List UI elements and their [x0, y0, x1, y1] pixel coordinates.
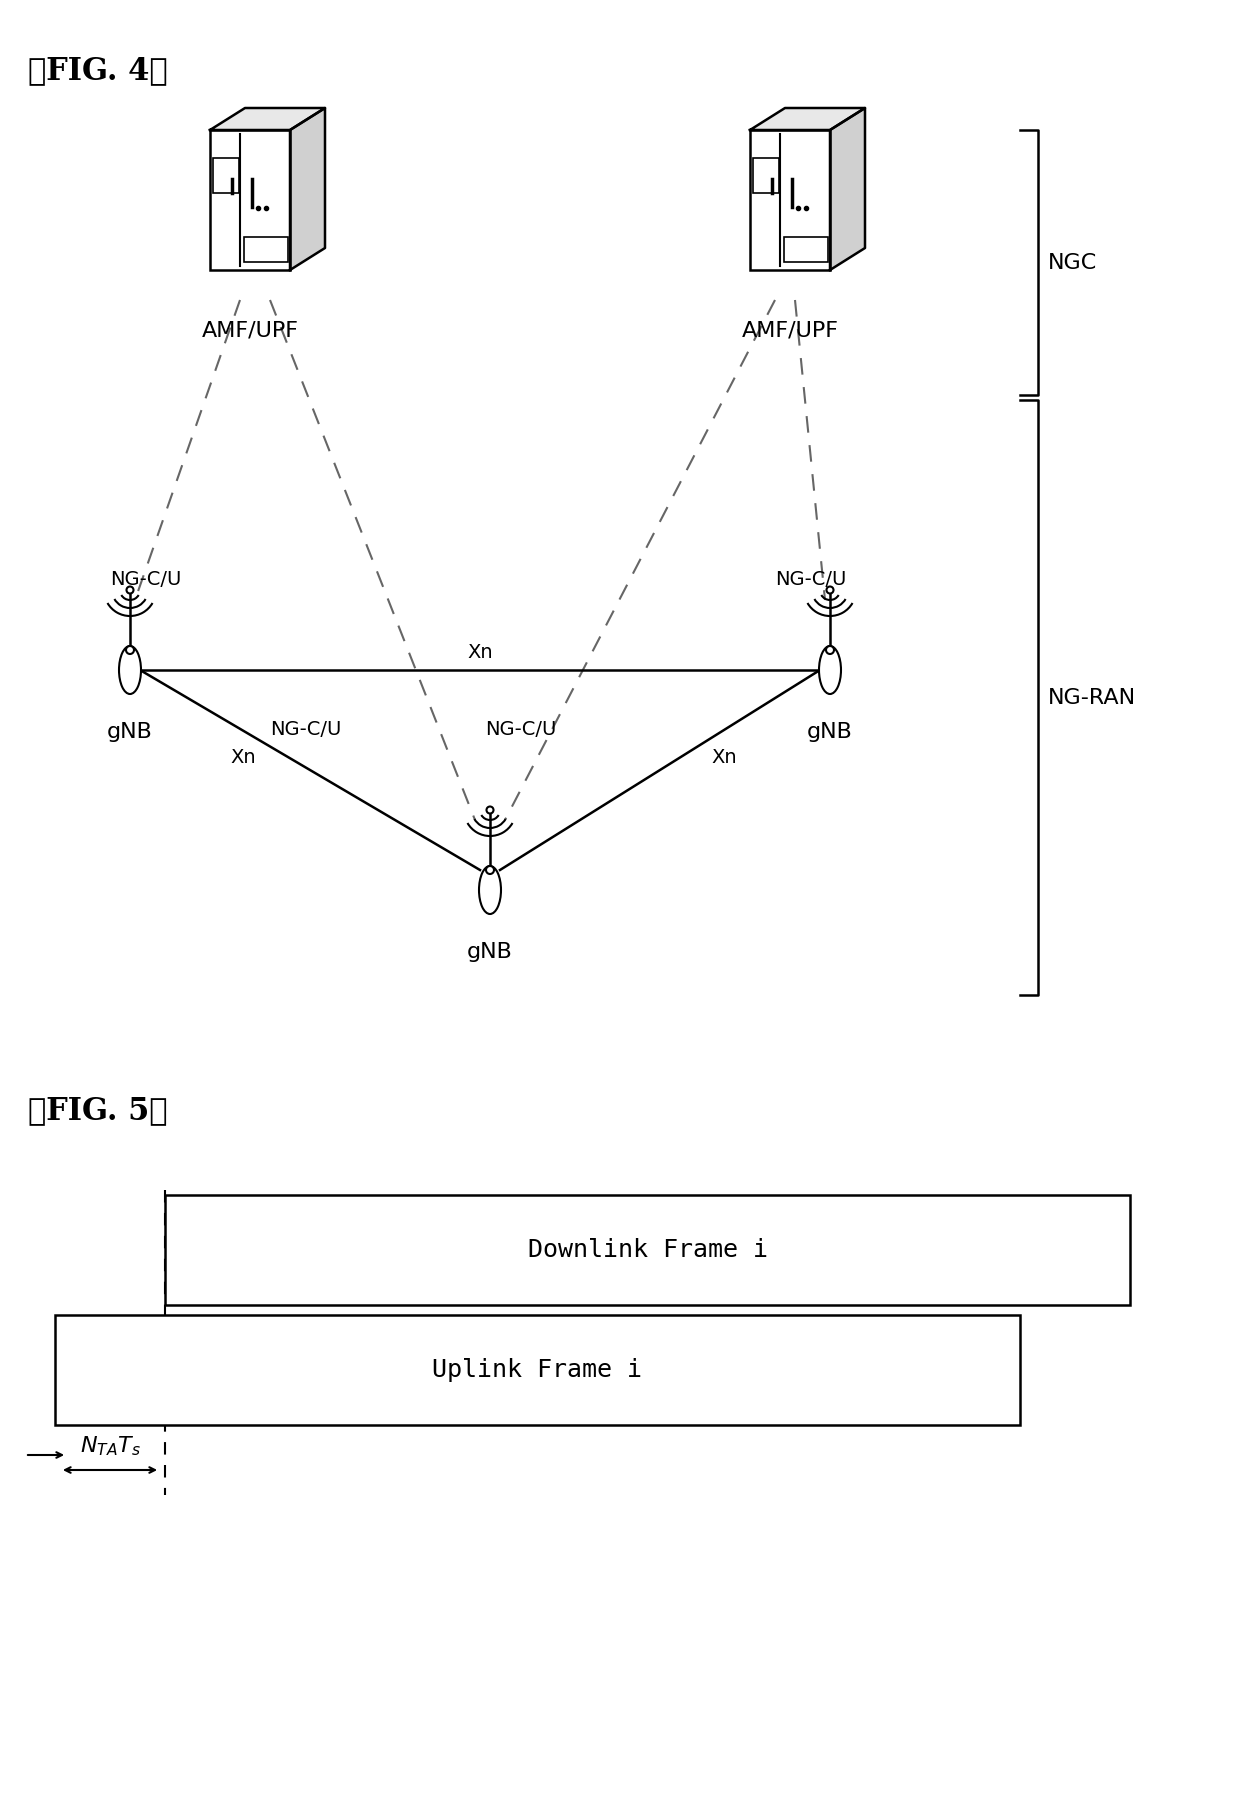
Bar — [244, 237, 289, 262]
Polygon shape — [750, 108, 866, 130]
Text: $N_{TA}T_s$: $N_{TA}T_s$ — [79, 1435, 140, 1458]
Ellipse shape — [818, 645, 841, 694]
Ellipse shape — [479, 866, 501, 914]
Text: Xn: Xn — [711, 748, 737, 766]
Bar — [213, 157, 238, 193]
Text: Downlink Frame i: Downlink Frame i — [527, 1238, 768, 1261]
Text: NG-C/U: NG-C/U — [270, 719, 341, 739]
Text: Xn: Xn — [467, 643, 492, 661]
Polygon shape — [830, 108, 866, 269]
Circle shape — [486, 866, 494, 875]
Text: 【FIG. 4】: 【FIG. 4】 — [29, 54, 167, 87]
Bar — [750, 130, 830, 269]
Text: AMF/UPF: AMF/UPF — [201, 320, 299, 340]
Text: NG-C/U: NG-C/U — [110, 569, 181, 589]
Circle shape — [486, 806, 494, 813]
Text: Xn: Xn — [231, 748, 255, 766]
Text: Uplink Frame i: Uplink Frame i — [433, 1359, 642, 1382]
Bar — [165, 1194, 1130, 1305]
Circle shape — [126, 645, 134, 654]
Circle shape — [826, 645, 835, 654]
Text: NGC: NGC — [1048, 253, 1097, 273]
Bar — [55, 1315, 1021, 1426]
Text: gNB: gNB — [467, 941, 513, 961]
Circle shape — [126, 587, 134, 593]
Text: NG-C/U: NG-C/U — [775, 569, 847, 589]
Text: AMF/UPF: AMF/UPF — [742, 320, 838, 340]
Text: gNB: gNB — [107, 723, 153, 743]
Text: gNB: gNB — [807, 723, 853, 743]
Polygon shape — [210, 108, 325, 130]
Circle shape — [827, 587, 833, 593]
Bar — [210, 130, 290, 269]
Text: NG-RAN: NG-RAN — [1048, 687, 1136, 708]
Bar — [753, 157, 779, 193]
Text: NG-C/U: NG-C/U — [485, 719, 557, 739]
Text: 【FIG. 5】: 【FIG. 5】 — [29, 1095, 167, 1126]
Ellipse shape — [119, 645, 141, 694]
Polygon shape — [290, 108, 325, 269]
Bar — [785, 237, 828, 262]
